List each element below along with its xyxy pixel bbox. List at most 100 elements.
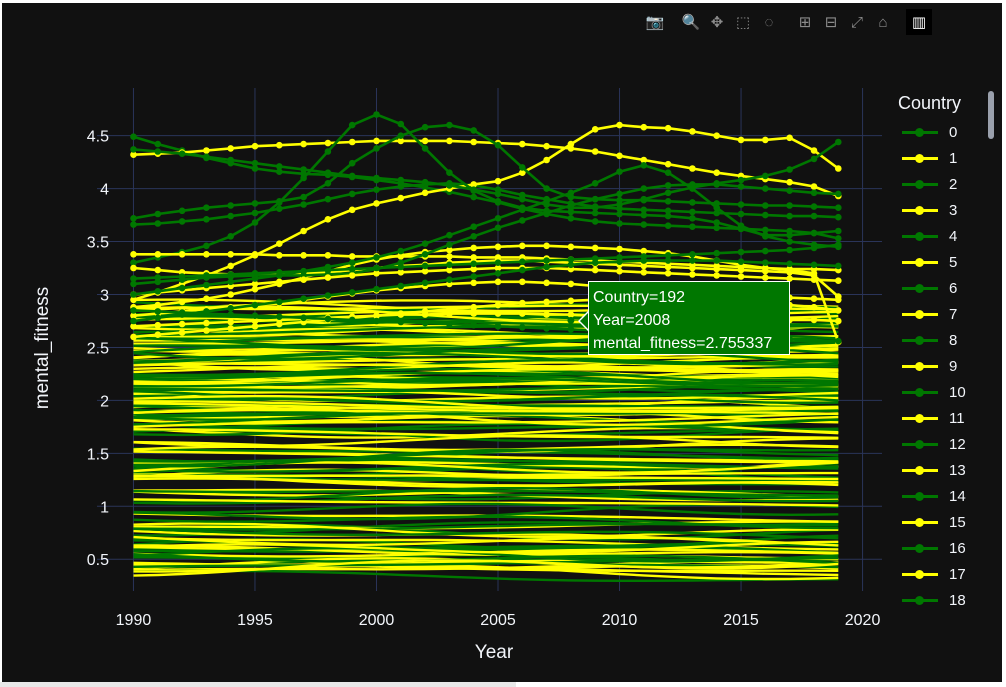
data-point[interactable]	[251, 219, 259, 226]
data-point[interactable]	[178, 273, 186, 280]
data-point[interactable]	[567, 202, 575, 209]
data-point[interactable]	[251, 251, 259, 258]
data-point[interactable]	[543, 257, 550, 264]
data-point[interactable]	[300, 201, 307, 208]
legend-item-8[interactable]: 8	[900, 327, 990, 353]
data-point[interactable]	[203, 153, 210, 161]
data-point[interactable]	[251, 165, 259, 172]
legend-item-16[interactable]: 16	[900, 535, 990, 561]
data-point[interactable]	[203, 319, 210, 327]
legend-item-6[interactable]: 6	[900, 275, 990, 301]
data-point[interactable]	[786, 166, 793, 173]
data-point[interactable]	[494, 177, 502, 185]
data-point[interactable]	[494, 323, 502, 330]
box-select-icon[interactable]: ⬚	[735, 14, 751, 31]
data-point[interactable]	[348, 138, 356, 146]
data-point[interactable]	[154, 251, 162, 258]
legend-item-11[interactable]: 11	[900, 405, 990, 431]
data-point[interactable]	[591, 218, 599, 225]
legend-scrollbar[interactable]	[988, 91, 994, 139]
data-point[interactable]	[810, 303, 818, 311]
data-point[interactable]	[446, 169, 453, 176]
data-point[interactable]	[446, 241, 453, 248]
data-point[interactable]	[178, 251, 186, 258]
data-point[interactable]	[300, 276, 307, 284]
data-point[interactable]	[300, 267, 307, 275]
data-point[interactable]	[470, 303, 478, 311]
data-point[interactable]	[421, 123, 429, 131]
data-point[interactable]	[640, 156, 648, 164]
data-point[interactable]	[737, 273, 745, 280]
series-line-6[interactable]	[133, 113, 839, 264]
legend-item-18[interactable]: 18	[900, 587, 990, 613]
data-point[interactable]	[640, 257, 648, 264]
data-point[interactable]	[227, 291, 234, 298]
data-point[interactable]	[397, 194, 405, 202]
data-point[interactable]	[227, 278, 234, 286]
data-point[interactable]	[519, 140, 526, 148]
series-line-4[interactable]	[133, 123, 839, 220]
data-point[interactable]	[276, 252, 283, 259]
data-point[interactable]	[324, 139, 332, 147]
data-point[interactable]	[203, 327, 210, 334]
data-point[interactable]	[348, 190, 356, 198]
data-point[interactable]	[130, 215, 137, 222]
data-point[interactable]	[227, 212, 234, 220]
data-point[interactable]	[203, 281, 210, 289]
data-point[interactable]	[397, 132, 405, 139]
data-point[interactable]	[227, 233, 234, 240]
legend-item-7[interactable]: 7	[900, 301, 990, 327]
reset-axes-icon[interactable]: ⌂	[878, 13, 888, 31]
data-point[interactable]	[640, 162, 648, 169]
data-point[interactable]	[786, 269, 793, 276]
data-point[interactable]	[348, 253, 356, 260]
legend-item-15[interactable]: 15	[900, 509, 990, 535]
data-point[interactable]	[324, 266, 332, 274]
data-point[interactable]	[203, 310, 210, 317]
data-point[interactable]	[810, 276, 818, 284]
data-point[interactable]	[640, 206, 648, 214]
data-point[interactable]	[664, 207, 672, 215]
data-point[interactable]	[130, 146, 137, 153]
data-point[interactable]	[203, 216, 210, 223]
data-point[interactable]	[203, 251, 210, 258]
data-point[interactable]	[737, 176, 745, 184]
data-point[interactable]	[591, 204, 599, 211]
data-point[interactable]	[810, 244, 818, 252]
data-point[interactable]	[762, 247, 769, 255]
data-point[interactable]	[786, 134, 793, 142]
data-point[interactable]	[713, 169, 720, 176]
data-point[interactable]	[543, 142, 550, 150]
data-point[interactable]	[835, 296, 842, 304]
data-point[interactable]	[227, 311, 234, 318]
data-point[interactable]	[591, 209, 599, 217]
data-point[interactable]	[324, 169, 332, 176]
data-point[interactable]	[446, 320, 453, 328]
data-point[interactable]	[421, 262, 429, 270]
data-point[interactable]	[373, 137, 380, 145]
data-point[interactable]	[470, 244, 478, 252]
data-point[interactable]	[762, 259, 769, 267]
data-point[interactable]	[519, 195, 526, 203]
data-point[interactable]	[251, 159, 259, 167]
data-point[interactable]	[616, 121, 623, 129]
data-point[interactable]	[300, 193, 307, 201]
data-point[interactable]	[689, 185, 696, 192]
data-point[interactable]	[276, 278, 283, 286]
data-point[interactable]	[835, 262, 842, 270]
data-point[interactable]	[737, 248, 745, 256]
data-point[interactable]	[348, 272, 356, 279]
series-line-0[interactable]	[133, 135, 839, 240]
data-point[interactable]	[494, 190, 502, 198]
zoom-out-icon[interactable]: ⊟	[824, 14, 838, 31]
data-point[interactable]	[373, 111, 380, 118]
data-point[interactable]	[421, 251, 429, 258]
data-point[interactable]	[154, 148, 162, 155]
data-point[interactable]	[810, 155, 818, 163]
data-point[interactable]	[713, 257, 720, 264]
data-point[interactable]	[640, 195, 648, 203]
data-point[interactable]	[421, 267, 429, 275]
data-point[interactable]	[543, 156, 550, 164]
data-point[interactable]	[421, 279, 429, 287]
data-point[interactable]	[640, 221, 648, 228]
